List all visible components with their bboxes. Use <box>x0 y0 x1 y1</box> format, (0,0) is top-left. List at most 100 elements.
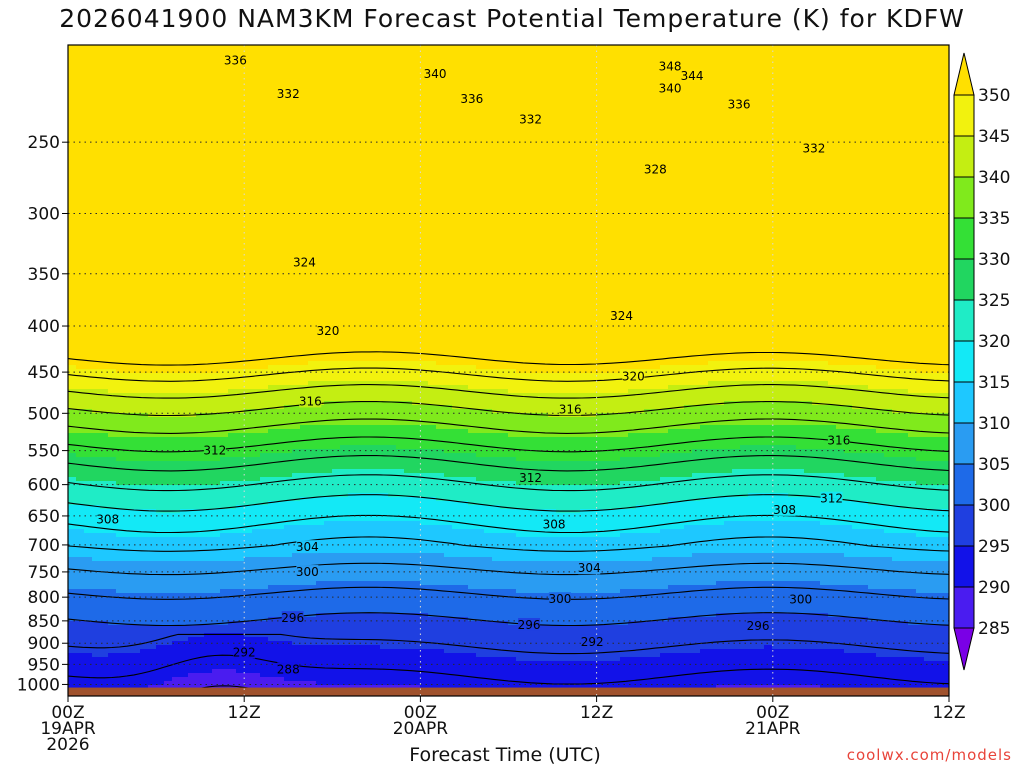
theta-cell <box>284 425 293 430</box>
theta-cell <box>260 201 269 206</box>
theta-cell <box>148 453 157 458</box>
theta-cell <box>180 405 189 410</box>
theta-cell <box>228 249 237 254</box>
theta-cell <box>276 369 285 374</box>
theta-cell <box>116 305 125 310</box>
theta-cell <box>300 173 309 178</box>
theta-cell <box>156 253 165 258</box>
theta-cell <box>308 281 317 286</box>
theta-cell <box>140 657 149 662</box>
theta-cell <box>124 65 133 70</box>
theta-cell <box>308 109 317 114</box>
theta-cell <box>260 221 269 226</box>
theta-cell <box>260 181 269 186</box>
theta-cell <box>196 225 205 230</box>
theta-cell <box>124 493 133 498</box>
theta-cell <box>196 49 205 54</box>
theta-cell <box>108 97 117 102</box>
theta-cell <box>148 317 157 322</box>
theta-cell <box>212 497 221 502</box>
theta-cell <box>188 45 197 50</box>
theta-cell <box>284 461 293 466</box>
theta-cell <box>276 261 285 266</box>
theta-cell <box>220 669 229 674</box>
theta-cell <box>84 65 93 70</box>
theta-cell <box>276 197 285 202</box>
theta-cell <box>268 581 277 586</box>
theta-cell <box>196 69 205 74</box>
theta-cell <box>132 585 141 590</box>
theta-cell <box>244 277 253 282</box>
theta-cell <box>100 537 109 542</box>
theta-cell <box>228 613 237 618</box>
theta-cell <box>140 281 149 286</box>
theta-cell <box>292 117 301 122</box>
theta-cell <box>132 273 141 278</box>
theta-cell <box>220 385 229 390</box>
theta-cell <box>100 677 109 682</box>
theta-cell <box>148 485 157 490</box>
theta-cell <box>76 65 85 70</box>
theta-cell <box>100 669 109 674</box>
theta-cell <box>148 137 157 142</box>
theta-cell <box>244 141 253 146</box>
theta-cell <box>100 161 109 166</box>
theta-cell <box>268 353 277 358</box>
theta-cell <box>156 53 165 58</box>
theta-cell <box>180 613 189 618</box>
theta-cell <box>236 513 245 518</box>
theta-cell <box>172 617 181 622</box>
theta-cell <box>268 209 277 214</box>
theta-cell <box>188 525 197 530</box>
theta-cell <box>180 101 189 106</box>
theta-cell <box>84 625 93 630</box>
theta-cell <box>292 385 301 390</box>
theta-cell <box>108 177 117 182</box>
theta-cell <box>92 669 101 674</box>
theta-cell <box>116 493 125 498</box>
theta-cell <box>188 341 197 346</box>
theta-cell <box>100 209 109 214</box>
theta-cell <box>148 613 157 618</box>
theta-cell <box>252 421 261 426</box>
theta-cell <box>68 297 77 302</box>
theta-cell <box>132 397 141 402</box>
theta-cell <box>68 77 77 82</box>
theta-cell <box>276 189 285 194</box>
theta-cell <box>228 481 237 486</box>
theta-cell <box>220 301 229 306</box>
theta-cell <box>132 193 141 198</box>
theta-cell <box>244 425 253 430</box>
theta-cell <box>124 653 133 658</box>
theta-cell <box>68 393 77 398</box>
theta-cell <box>172 137 181 142</box>
theta-cell <box>276 641 285 646</box>
theta-cell <box>212 225 221 230</box>
theta-cell <box>204 433 213 438</box>
theta-cell <box>108 345 117 350</box>
theta-cell <box>284 169 293 174</box>
theta-cell <box>244 477 253 482</box>
theta-cell <box>100 325 109 330</box>
theta-cell <box>92 209 101 214</box>
theta-cell <box>156 437 165 442</box>
theta-cell <box>148 661 157 666</box>
theta-cell <box>140 205 149 210</box>
theta-cell <box>92 309 101 314</box>
theta-cell <box>236 465 245 470</box>
theta-cell <box>268 453 277 458</box>
theta-cell <box>188 677 197 682</box>
theta-cell <box>140 393 149 398</box>
theta-cell <box>300 49 309 54</box>
theta-cell <box>308 117 317 122</box>
theta-cell <box>84 385 93 390</box>
theta-cell <box>92 321 101 326</box>
theta-cell <box>172 153 181 158</box>
theta-cell <box>268 465 277 470</box>
theta-cell <box>68 177 77 182</box>
theta-cell <box>244 105 253 110</box>
theta-cell <box>300 349 309 354</box>
theta-cell <box>220 549 229 554</box>
theta-cell <box>140 665 149 670</box>
theta-cell <box>116 597 125 602</box>
